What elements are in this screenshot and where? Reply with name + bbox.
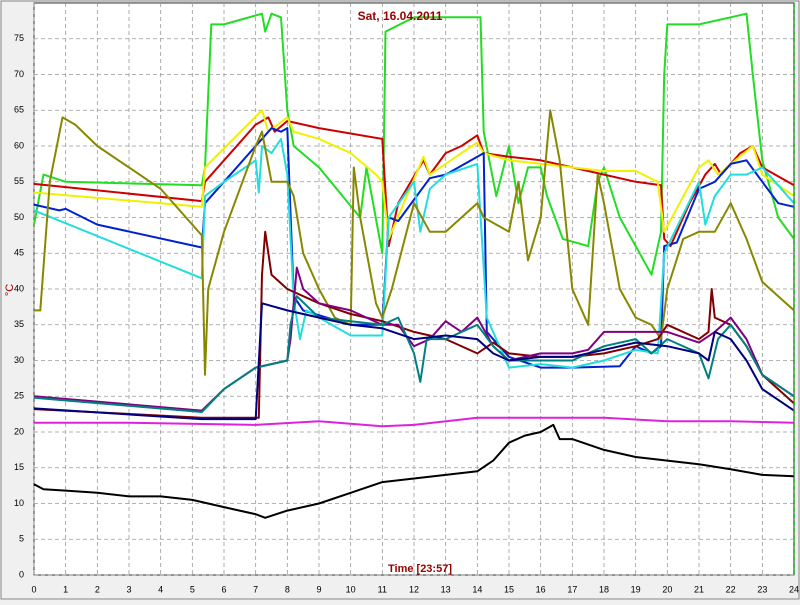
- x-tick-label: 5: [190, 584, 195, 594]
- x-tick-label: 24: [789, 584, 799, 594]
- x-tick-label: 22: [726, 584, 736, 594]
- x-tick-label: 4: [158, 584, 163, 594]
- series-line: [33, 230, 795, 419]
- x-tick-label: 15: [504, 584, 514, 594]
- x-tick-label: 21: [694, 584, 704, 594]
- series-line: [33, 137, 795, 369]
- x-tick-label: 12: [409, 584, 419, 594]
- y-tick-label: 20: [14, 426, 24, 436]
- x-tick-label: 10: [346, 584, 356, 594]
- x-tick-label: 6: [221, 584, 226, 594]
- x-tick-label: 16: [536, 584, 546, 594]
- y-tick-label: 45: [14, 248, 24, 258]
- y-tick-label: 75: [14, 33, 24, 43]
- x-axis-label: Time [23:57]: [388, 563, 452, 575]
- y-tick-label: 55: [14, 176, 24, 186]
- y-tick-label: 10: [14, 498, 24, 508]
- y-tick-label: 70: [14, 69, 24, 79]
- y-tick-label: 50: [14, 212, 24, 222]
- x-tick-label: 11: [378, 584, 387, 594]
- series-line: [33, 127, 795, 369]
- series-line: [33, 109, 795, 240]
- y-tick-label: 25: [14, 391, 24, 401]
- series-line: [34, 416, 795, 428]
- y-tick-label: 35: [14, 319, 24, 329]
- y-axis-label: °C: [4, 284, 16, 296]
- y-tick-label: 65: [14, 105, 24, 115]
- series-line: [33, 302, 795, 421]
- chart-title: Sat, 16.04.2011: [358, 9, 443, 23]
- series-line: [33, 295, 795, 413]
- series-line: [33, 12, 795, 276]
- series-line: [33, 423, 795, 519]
- y-tick-label: 30: [14, 355, 24, 365]
- y-tick-label: 0: [19, 569, 24, 579]
- series-line: [34, 109, 795, 376]
- x-tick-label: 3: [126, 584, 131, 594]
- x-tick-label: 2: [95, 584, 100, 594]
- x-tick-label: 1: [63, 584, 68, 594]
- x-tick-label: 9: [316, 584, 321, 594]
- x-tick-label: 18: [599, 584, 609, 594]
- y-tick-label: 60: [14, 140, 24, 150]
- x-tick-label: 8: [285, 584, 290, 594]
- x-tick-label: 23: [757, 584, 767, 594]
- y-tick-label: 15: [14, 462, 24, 472]
- x-tick-label: 0: [31, 584, 36, 594]
- y-tick-label: 5: [19, 534, 24, 544]
- x-tick-label: 7: [253, 584, 258, 594]
- x-tick-label: 13: [441, 584, 451, 594]
- y-tick-label: 40: [14, 283, 24, 293]
- x-tick-label: 20: [662, 584, 672, 594]
- x-tick-label: 14: [472, 584, 482, 594]
- lines: [33, 12, 795, 519]
- x-tick-label: 19: [631, 584, 641, 594]
- x-tick-label: 17: [567, 584, 577, 594]
